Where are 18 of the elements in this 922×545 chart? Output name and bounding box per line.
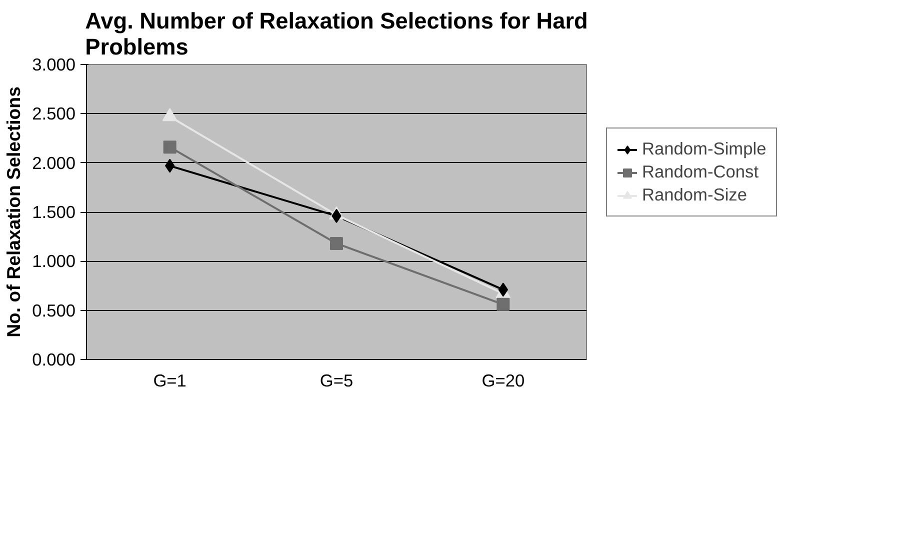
legend-label: Random-Simple: [642, 138, 766, 160]
y-tick-label: 0.000: [32, 350, 76, 370]
point: [163, 140, 176, 154]
y-tick-label: 1.000: [32, 251, 76, 272]
x-tick-label: G=5: [320, 370, 354, 390]
y-tick-label: 3.000: [32, 54, 76, 74]
y-tick-label: 2.500: [32, 104, 76, 124]
x-tick-label: G=20: [482, 370, 525, 390]
y-axis-title: No. of Relaxation Selections: [3, 86, 24, 338]
y-tick-label: 0.500: [32, 300, 76, 320]
chart-title: Avg. Number of Relaxation Selections for Hard Problems: [85, 8, 588, 60]
point: [496, 298, 510, 311]
point: [330, 236, 343, 250]
legend-label: Random-Size: [642, 184, 747, 206]
y-tick-label: 1.500: [32, 202, 76, 222]
x-tick-label: G=1: [153, 370, 186, 390]
y-tick-label: 2.000: [32, 152, 76, 173]
legend-label: Random-Const: [642, 162, 759, 183]
